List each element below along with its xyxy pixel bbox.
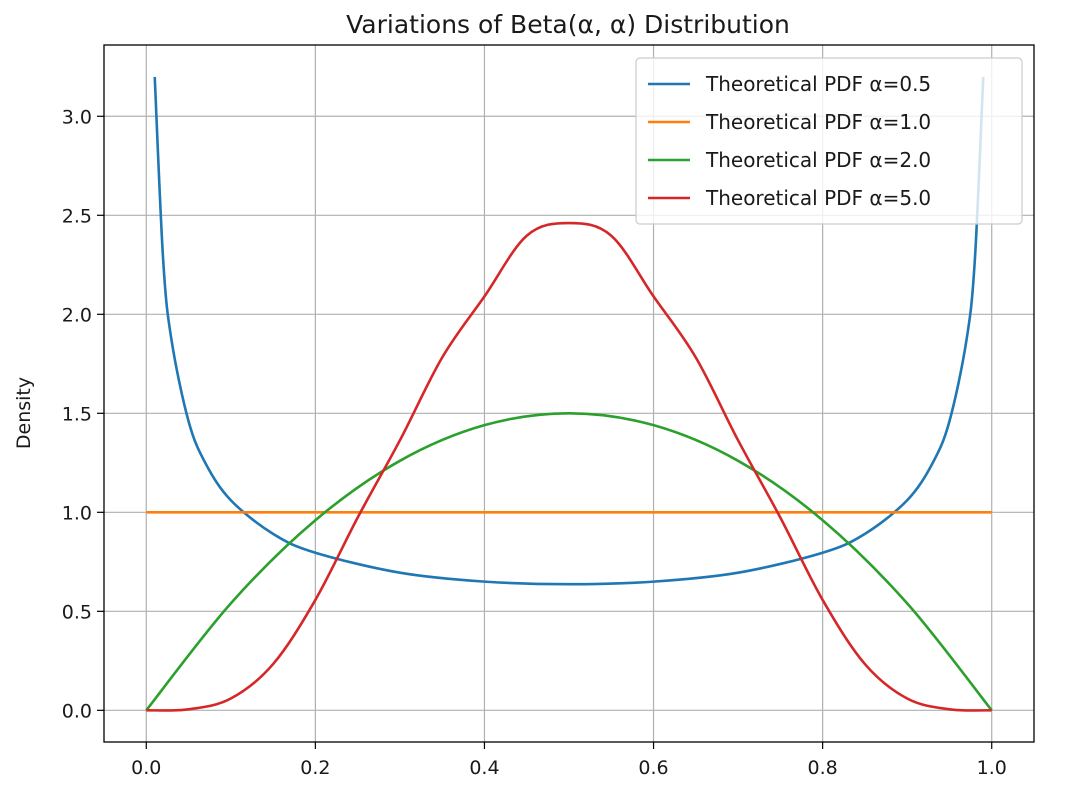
legend-label: Theoretical PDF α=1.0 (705, 110, 931, 134)
legend-label: Theoretical PDF α=5.0 (705, 186, 931, 210)
x-tick-label: 0.2 (300, 757, 330, 779)
y-tick-label: 0.0 (62, 700, 92, 722)
x-tick-label: 1.0 (977, 757, 1007, 779)
x-tick-label: 0.0 (131, 757, 161, 779)
legend-label: Theoretical PDF α=2.0 (705, 148, 931, 172)
series-line-1 (153, 76, 985, 586)
x-axis: 0.0 0.2 0.4 0.6 0.8 1.0 (131, 742, 1007, 779)
y-axis-label: Density (13, 377, 35, 449)
y-axis: 0.0 0.5 1.0 1.5 2.0 2.5 3.0 (62, 106, 104, 722)
x-tick-label: 0.6 (638, 757, 668, 779)
plot-frame (103, 44, 1035, 743)
y-tick-label: 3.0 (62, 106, 92, 128)
legend-box (635, 57, 1023, 225)
y-tick-label: 1.0 (62, 502, 92, 524)
y-tick-label: 2.5 (62, 205, 92, 227)
y-tick-label: 0.5 (62, 601, 92, 623)
series-line-4 (146, 221, 992, 712)
legend-label: Theoretical PDF α=0.5 (705, 72, 931, 96)
x-tick-label: 0.4 (469, 757, 499, 779)
legend: Theoretical PDF α=0.5 Theoretical PDF α=1… (635, 57, 1023, 225)
series-layer (145, 76, 993, 712)
chart-title: Variations of Beta(α, α) Distribution (346, 10, 790, 39)
series-line-3 (145, 412, 993, 712)
x-tick-label: 0.8 (808, 757, 838, 779)
y-tick-label: 1.5 (62, 403, 92, 425)
y-tick-label: 2.0 (62, 304, 92, 326)
